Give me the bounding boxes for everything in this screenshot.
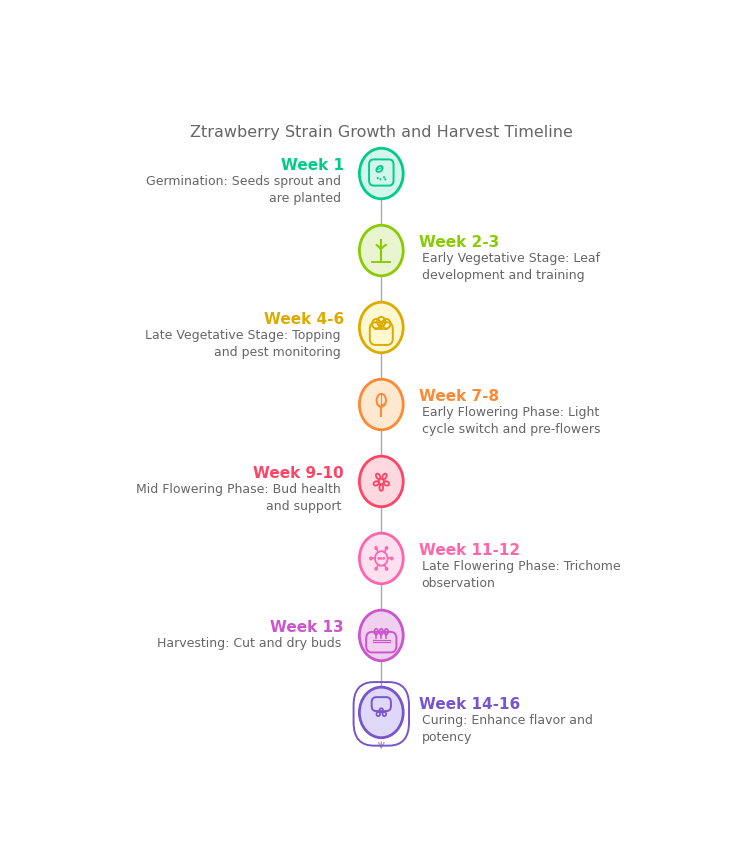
Text: Early Flowering Phase: Light
cycle switch and pre-flowers: Early Flowering Phase: Light cycle switc… bbox=[422, 406, 600, 435]
Text: Late Flowering Phase: Trichome
observation: Late Flowering Phase: Trichome observati… bbox=[422, 560, 620, 590]
Circle shape bbox=[359, 149, 403, 199]
Circle shape bbox=[377, 557, 380, 560]
Text: Week 13: Week 13 bbox=[270, 620, 344, 635]
Text: Week 14-16: Week 14-16 bbox=[419, 697, 520, 712]
Circle shape bbox=[383, 176, 385, 178]
FancyArrowPatch shape bbox=[379, 633, 382, 635]
Text: Curing: Enhance flavor and
potency: Curing: Enhance flavor and potency bbox=[422, 714, 592, 744]
Circle shape bbox=[359, 687, 403, 738]
Circle shape bbox=[359, 226, 403, 276]
FancyArrowPatch shape bbox=[382, 245, 386, 248]
Text: Week 7-8: Week 7-8 bbox=[419, 390, 499, 404]
Circle shape bbox=[359, 379, 403, 429]
Circle shape bbox=[359, 610, 403, 661]
Circle shape bbox=[382, 557, 385, 560]
Circle shape bbox=[380, 557, 382, 560]
Text: Harvesting: Cut and dry buds: Harvesting: Cut and dry buds bbox=[157, 637, 341, 650]
Text: Late Vegetative Stage: Topping
and pest monitoring: Late Vegetative Stage: Topping and pest … bbox=[145, 329, 341, 359]
Text: Early Vegetative Stage: Leaf
development and training: Early Vegetative Stage: Leaf development… bbox=[422, 251, 600, 282]
Text: Week 4-6: Week 4-6 bbox=[263, 313, 344, 327]
Text: Week 11-12: Week 11-12 bbox=[419, 543, 520, 558]
FancyArrowPatch shape bbox=[376, 245, 380, 249]
FancyArrowPatch shape bbox=[377, 404, 380, 407]
Text: Week 2-3: Week 2-3 bbox=[419, 235, 499, 251]
FancyArrowPatch shape bbox=[374, 633, 376, 635]
Text: Week 9-10: Week 9-10 bbox=[253, 467, 344, 481]
Text: Week 1: Week 1 bbox=[280, 158, 344, 174]
Circle shape bbox=[359, 302, 403, 353]
Text: Germination: Seeds sprout and
are planted: Germination: Seeds sprout and are plante… bbox=[146, 175, 341, 205]
Circle shape bbox=[379, 178, 382, 181]
FancyArrowPatch shape bbox=[384, 633, 386, 635]
Text: Ztrawberry Strain Growth and Harvest Timeline: Ztrawberry Strain Growth and Harvest Tim… bbox=[190, 125, 573, 140]
Circle shape bbox=[384, 178, 386, 181]
Circle shape bbox=[359, 456, 403, 507]
Circle shape bbox=[376, 177, 379, 179]
Text: Mid Flowering Phase: Bud health
and support: Mid Flowering Phase: Bud health and supp… bbox=[136, 483, 341, 512]
Circle shape bbox=[359, 533, 403, 584]
FancyArrowPatch shape bbox=[382, 403, 385, 405]
